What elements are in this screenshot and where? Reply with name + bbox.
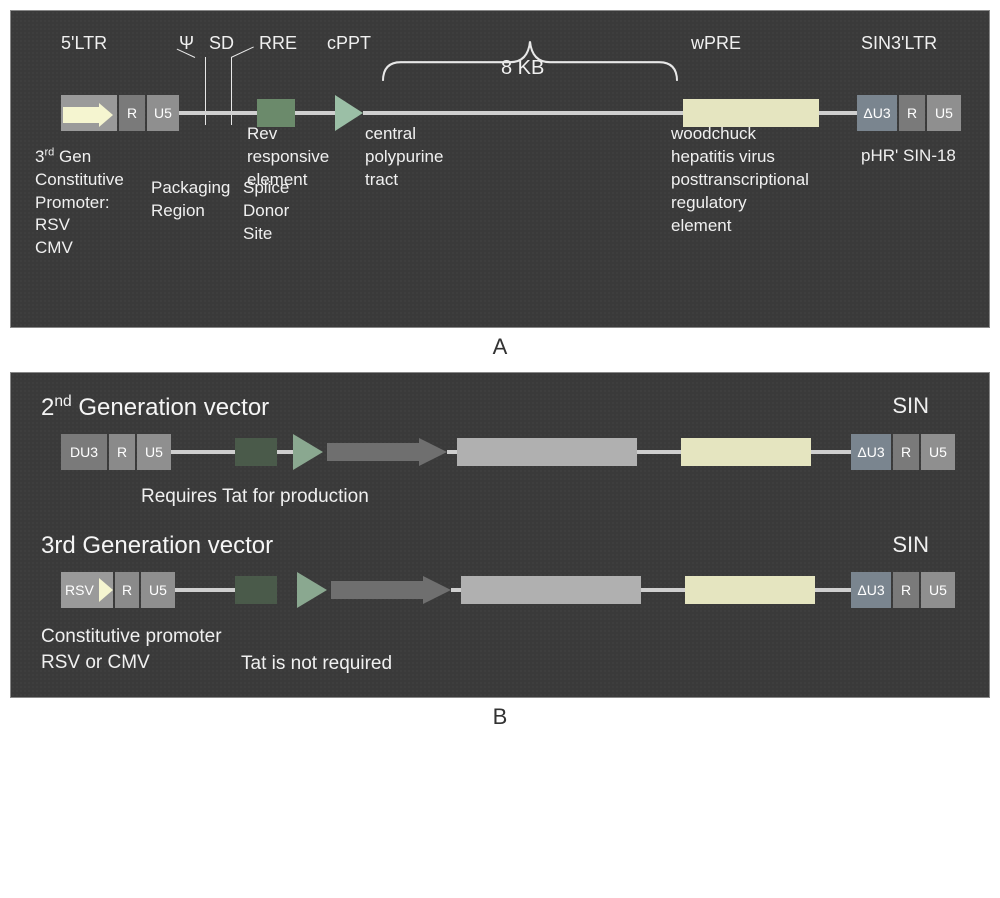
label-sd: SD — [209, 33, 234, 54]
gen3-tri — [297, 572, 327, 608]
line-seg-4 — [819, 111, 857, 115]
gen3-cass1 — [461, 576, 641, 604]
ltr5-u5: U5 — [147, 95, 179, 131]
gen3-rre — [235, 576, 277, 604]
panel-b-letter: B — [10, 704, 990, 730]
gen2-caption: Requires Tat for production — [141, 486, 969, 508]
gen3-line3 — [451, 588, 461, 592]
ltr3-du3: ΔU3 — [857, 95, 897, 131]
line-seg-1 — [179, 111, 257, 115]
gen2-rre — [235, 438, 277, 466]
gen3-r: R — [115, 572, 139, 608]
line-seg-3 — [363, 111, 683, 115]
ltr5-r: R — [119, 95, 145, 131]
ltr5-promoter-arrow — [61, 95, 117, 131]
gen2-cass2 — [681, 438, 811, 466]
gen3-ltr3-u5: U5 — [921, 572, 955, 608]
gen3-ltr3-du3: ΔU3 — [851, 572, 891, 608]
panel-b: 2nd Generation vector SIN DU3 R U5 ΔU3 R… — [10, 372, 990, 698]
gen2-r: R — [109, 434, 135, 470]
gen3-u5: U5 — [141, 572, 175, 608]
ltr3-u5: U5 — [927, 95, 961, 131]
gen3-line1 — [175, 588, 235, 592]
gen2-tri — [293, 434, 323, 470]
desc-wpre: woodchuckhepatitis virusposttranscriptio… — [671, 123, 809, 238]
gen3-ltr3-r: R — [893, 572, 919, 608]
gen2-line3 — [447, 450, 457, 454]
gen3-sin-label: SIN — [892, 532, 929, 558]
line-seg-2 — [295, 111, 335, 115]
desc-cppt: centralpolypurinetract — [365, 123, 443, 192]
label-wpre: wPRE — [691, 33, 741, 54]
gen3-rsv: RSV — [61, 572, 113, 608]
desc-packaging: PackagingRegion — [151, 177, 230, 223]
gen2-sin-label: SIN — [892, 393, 929, 419]
brace-icon — [381, 31, 679, 83]
gen2-line5 — [811, 450, 851, 454]
gen3-rsv-text: RSV — [65, 582, 94, 598]
gen2-cass1 — [457, 438, 637, 466]
label-rre: RRE — [259, 33, 297, 54]
gen3-line4 — [641, 588, 685, 592]
gen2-line4 — [637, 450, 681, 454]
gen2-title: 2nd Generation vector — [41, 393, 969, 422]
label-cppt: cPPT — [327, 33, 371, 54]
gen2-track: DU3 R U5 ΔU3 R U5 — [31, 432, 969, 478]
gen3-track: RSV R U5 ΔU3 R U5 — [31, 570, 969, 616]
ltr3-r: R — [899, 95, 925, 131]
panel-a-letter: A — [10, 334, 990, 360]
desc-gen: 3rd GenConstitutivePromoter:RSVCMV — [35, 145, 124, 260]
cppt-triangle — [335, 95, 363, 131]
gen3-cass2 — [685, 576, 815, 604]
panel-a-descriptions: 3rd GenConstitutivePromoter:RSVCMV Packa… — [31, 145, 969, 305]
gen2-arrow — [327, 438, 447, 466]
desc-rev: Revresponsiveelement — [247, 123, 329, 192]
panel-a-top-labels: 5'LTR Ψ SD RRE cPPT 8 KB wPRE SIN3'LTR — [31, 29, 969, 89]
gen2-du3: DU3 — [61, 434, 107, 470]
gen2-u5: U5 — [137, 434, 171, 470]
gen2-line1 — [171, 450, 235, 454]
label-sin3: SIN3'LTR — [861, 33, 937, 54]
gen3-line5 — [815, 588, 851, 592]
panel-a: 5'LTR Ψ SD RRE cPPT 8 KB wPRE SIN3'LTR R… — [10, 10, 990, 328]
gen3-arrow — [331, 576, 451, 604]
desc-phr: pHR' SIN-18 — [861, 145, 956, 168]
gen2-ltr3-r: R — [893, 434, 919, 470]
gen3-caption: Tat is not required — [241, 653, 969, 675]
gen2-line2 — [277, 450, 293, 454]
gen2-ltr3-u5: U5 — [921, 434, 955, 470]
label-5ltr: 5'LTR — [61, 33, 107, 54]
panel-a-track: R U5 ΔU3 R U5 — [31, 93, 969, 133]
gen2-ltr3-du3: ΔU3 — [851, 434, 891, 470]
gen3-title: 3rd Generation vector — [41, 532, 969, 560]
